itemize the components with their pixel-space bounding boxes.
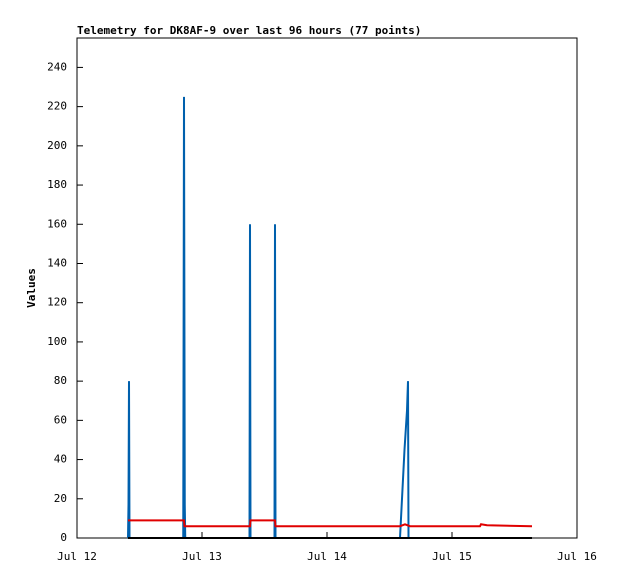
y-tick-label: 180	[47, 178, 67, 191]
y-tick-label: 140	[47, 256, 67, 269]
y-tick-label: 220	[47, 100, 67, 113]
y-tick-label: 20	[54, 492, 67, 505]
chart-title: Telemetry for DK8AF-9 over last 96 hours…	[77, 24, 421, 37]
y-tick-label: 240	[47, 60, 67, 73]
x-tick-label: Jul 13	[182, 550, 222, 563]
y-tick-label: 60	[54, 413, 67, 426]
plot-frame	[76, 37, 578, 539]
y-tick-label: 160	[47, 217, 67, 230]
x-tick-label: Jul 14	[307, 550, 347, 563]
y-tick-label: 120	[47, 296, 67, 309]
y-tick-label: 100	[47, 335, 67, 348]
x-tick-label: Jul 12	[57, 550, 97, 563]
y-tick-label: 80	[54, 374, 67, 387]
x-tick-label: Jul 16	[557, 550, 597, 563]
y-tick-label: 40	[54, 453, 67, 466]
series-line	[128, 519, 533, 528]
x-tick-label: Jul 15	[432, 550, 472, 563]
y-tick-label: 0	[60, 531, 67, 544]
y-tick-label: 200	[47, 139, 67, 152]
y-axis-label: Values	[25, 268, 38, 308]
series-line	[127, 96, 410, 539]
